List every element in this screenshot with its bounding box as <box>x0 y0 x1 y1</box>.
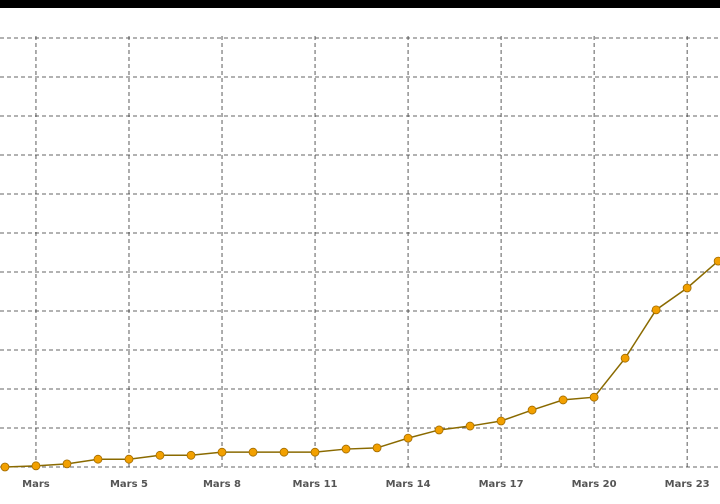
x-tick-label: Mars 14 <box>386 479 431 490</box>
data-point <box>124 454 134 464</box>
top-bar <box>0 0 720 8</box>
data-point <box>589 392 599 402</box>
data-point <box>31 461 41 471</box>
x-tick-label: Mars 8 <box>203 479 241 490</box>
data-point <box>279 447 289 457</box>
data-point <box>310 447 320 457</box>
data-point <box>93 454 103 464</box>
data-point <box>558 395 568 405</box>
data-line <box>4 260 719 468</box>
data-point <box>403 433 413 443</box>
data-point <box>713 256 720 266</box>
data-point <box>341 444 351 454</box>
x-tick-label: Mars 11 <box>293 479 338 490</box>
data-point <box>0 462 10 472</box>
x-tick-label: Mars 23 <box>665 479 710 490</box>
data-point <box>186 450 196 460</box>
data-point <box>248 447 258 457</box>
x-tick-label: Mars 5 <box>110 479 148 490</box>
x-tick-label: Mars 17 <box>479 479 524 490</box>
data-point <box>217 447 227 457</box>
data-point <box>682 283 692 293</box>
data-point <box>496 416 506 426</box>
data-point <box>62 459 72 469</box>
data-point <box>651 305 661 315</box>
x-tick-label: Mars <box>22 479 50 490</box>
x-tick-label: Mars 20 <box>572 479 617 490</box>
data-point <box>527 405 537 415</box>
data-point <box>155 450 165 460</box>
data-point <box>465 421 475 431</box>
data-point <box>372 443 382 453</box>
data-point <box>620 353 630 363</box>
data-point <box>434 425 444 435</box>
